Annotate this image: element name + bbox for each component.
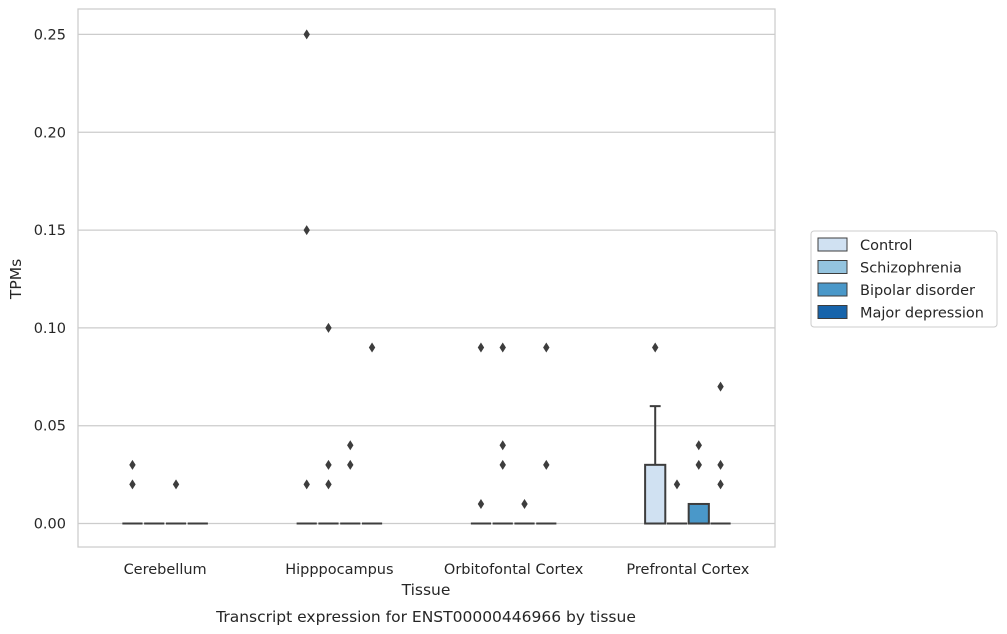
outlier-point xyxy=(695,440,702,451)
plot-frame xyxy=(77,8,776,548)
outlier-point xyxy=(652,342,659,353)
outlier-point xyxy=(325,459,332,470)
legend-swatch xyxy=(817,282,848,297)
outlier-point xyxy=(499,440,506,451)
outlier-point xyxy=(521,498,528,509)
outlier-point xyxy=(543,342,550,353)
outlier-point xyxy=(172,479,180,490)
legend-frame xyxy=(810,230,998,328)
x-tick-label: Orbitofontal Cortex xyxy=(444,562,584,578)
outlier-point xyxy=(499,342,506,353)
x-axis-ticks: Cerebellum Hipppocampus Orbitofontal Corte… xyxy=(124,562,750,578)
outlier-point xyxy=(325,322,332,333)
box xyxy=(644,463,667,525)
legend-label: Schizophrenia xyxy=(860,261,962,277)
gridlines xyxy=(78,33,775,525)
y-tick-label: 0.05 xyxy=(34,419,66,435)
y-tick-label: 0.15 xyxy=(34,223,66,239)
outlier-point xyxy=(717,479,724,490)
x-tick-label: Prefrontal Cortex xyxy=(626,562,749,578)
y-tick-label: 0.10 xyxy=(34,321,66,337)
outlier-point xyxy=(673,479,681,490)
outlier-point xyxy=(717,381,724,392)
outliers xyxy=(129,29,724,509)
legend-swatch xyxy=(817,305,848,319)
y-tick-label: 0.20 xyxy=(34,125,66,141)
y-tick-label: 0.25 xyxy=(34,27,66,43)
outlier-point xyxy=(477,342,485,353)
outlier-point xyxy=(695,459,702,470)
outlier-point xyxy=(347,440,354,451)
legend-label: Control xyxy=(860,238,912,254)
outlier-point xyxy=(303,479,310,490)
outlier-point xyxy=(303,29,310,40)
chart-caption: Transcript expression for ENST0000044696… xyxy=(215,608,636,626)
outlier-point xyxy=(129,459,136,470)
legend: Control Schizophrenia Bipolar disorder Majo… xyxy=(810,230,998,328)
x-axis-title: Tissue xyxy=(401,581,451,599)
box xyxy=(687,502,710,525)
legend-label: Bipolar disorder xyxy=(860,283,975,299)
x-tick-label: Hipppocampus xyxy=(285,562,393,578)
outlier-point xyxy=(477,498,485,509)
y-tick-label: 0.00 xyxy=(34,517,66,533)
outlier-point xyxy=(303,225,310,236)
x-tick-label: Cerebellum xyxy=(124,562,207,578)
legend-swatch xyxy=(817,237,848,252)
outlier-point xyxy=(368,342,376,353)
legend-label: Major depression xyxy=(860,306,984,322)
outlier-point xyxy=(347,459,354,470)
y-axis-title: TPMs xyxy=(7,259,25,300)
outlier-point xyxy=(499,459,506,470)
y-axis-ticks: 0.00 0.05 0.10 0.15 0.20 0.25 xyxy=(34,27,66,532)
outlier-point xyxy=(543,459,550,470)
outlier-point xyxy=(129,479,136,490)
outlier-point xyxy=(717,459,724,470)
boxes xyxy=(122,405,731,525)
legend-swatch xyxy=(817,260,848,274)
outlier-point xyxy=(325,479,332,490)
